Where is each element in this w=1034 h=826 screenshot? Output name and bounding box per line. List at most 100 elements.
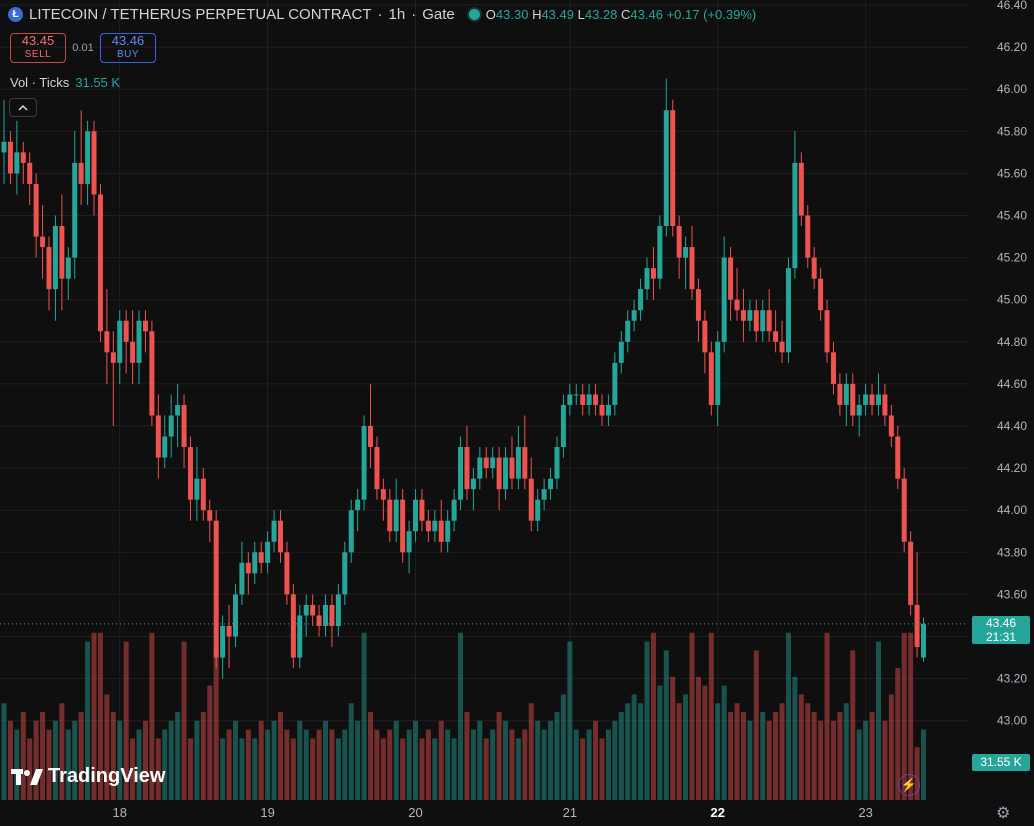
volume-bar	[7, 720, 13, 800]
volume-bar	[136, 729, 142, 800]
candle-body	[676, 226, 682, 258]
candle-body	[46, 247, 52, 290]
candle-body	[792, 162, 798, 269]
buy-button[interactable]: 43.46 BUY	[100, 33, 156, 63]
price-axis-label: 46.20	[997, 40, 1027, 54]
candle-body	[329, 604, 335, 626]
volume-bar	[149, 632, 155, 800]
volume-bar	[406, 729, 412, 800]
candle-body	[432, 520, 438, 532]
time-axis[interactable]: 18 19 20 21 22 23	[113, 805, 873, 820]
candle-body	[554, 447, 560, 479]
volume-bar	[393, 720, 399, 800]
volume-bar	[91, 632, 97, 800]
candle-body	[213, 520, 219, 658]
candle-body	[496, 457, 502, 490]
candle-body	[509, 457, 515, 479]
volume-bar	[323, 720, 328, 800]
candle-body	[33, 183, 39, 237]
candle-body	[631, 310, 637, 321]
candle-body	[361, 426, 367, 500]
volume-bar	[830, 720, 836, 800]
candle-body	[316, 615, 322, 626]
market-status-icon[interactable]	[468, 9, 480, 20]
volume-bar	[580, 738, 586, 800]
grid-lines	[0, 0, 968, 796]
gear-icon[interactable]: ⚙	[996, 805, 1011, 822]
exchange[interactable]: Gate	[422, 6, 455, 23]
price-axis-label: 45.20	[997, 251, 1027, 265]
volume-bar	[464, 712, 470, 800]
volume-bar	[766, 720, 772, 800]
candle-body	[888, 415, 894, 437]
candle-body	[252, 552, 258, 574]
volume-bar	[644, 641, 650, 800]
volume-legend[interactable]: Vol · Ticks 31.55 K	[10, 75, 120, 90]
candle-body	[535, 499, 541, 521]
price-axis-label: 43.80	[997, 545, 1027, 559]
volume-bar	[863, 720, 869, 800]
symbol-title[interactable]: LITECOIN / TETHERUS PERPETUAL CONTRACT	[29, 6, 372, 23]
sell-price: 43.45	[21, 33, 55, 48]
last-price-tag: 43.46 21:31	[972, 615, 1030, 644]
candle-body	[355, 499, 361, 511]
volume-bar	[72, 720, 78, 800]
candle-body	[445, 520, 451, 542]
volume-bar	[432, 738, 438, 800]
volume-bar	[226, 729, 232, 800]
litecoin-coin-icon[interactable]: Ł	[8, 7, 23, 22]
candle-body	[438, 520, 444, 542]
volume-bar	[477, 720, 483, 800]
sell-button[interactable]: 43.45 SELL	[10, 33, 66, 63]
candle-body	[406, 531, 412, 553]
separator: ·	[377, 6, 383, 23]
volume-bar	[310, 738, 316, 800]
volume-bar	[753, 650, 759, 800]
volume-bar	[650, 632, 656, 800]
tradingview-logo-text: TradingView	[48, 765, 166, 787]
candle-body	[419, 499, 425, 521]
volume-bar	[875, 641, 881, 800]
volume-bar	[740, 712, 746, 800]
candle-body	[528, 478, 534, 521]
trade-buttons: 43.45 SELL 0.01 43.46 BUY	[10, 33, 156, 63]
volume-bar	[599, 738, 605, 800]
candle-body	[303, 604, 309, 616]
chevron-up-icon[interactable]	[9, 98, 37, 117]
volume-bar	[850, 650, 856, 800]
volume-bar	[284, 729, 290, 800]
candle-body	[503, 457, 509, 490]
candle-body	[393, 499, 399, 532]
volume-bar	[258, 720, 264, 800]
candle-body	[265, 541, 271, 563]
volume-bar	[252, 738, 258, 800]
candle-body	[779, 341, 785, 353]
volume-bar	[535, 720, 541, 800]
volume-bar	[631, 694, 637, 800]
price-axis-label: 45.40	[997, 209, 1027, 223]
volume-bar	[85, 641, 91, 800]
candle-body	[348, 510, 354, 553]
price-axis-label: 46.40	[997, 0, 1027, 12]
candle-body	[850, 383, 856, 416]
candle-body	[650, 268, 656, 279]
candle-body	[1, 141, 7, 153]
volume-bar	[380, 738, 386, 800]
volume-bar	[168, 720, 174, 800]
lightning-icon[interactable]: ⚡	[898, 774, 920, 796]
interval[interactable]: 1h	[388, 6, 406, 23]
buy-label: BUY	[116, 49, 140, 60]
volume-bar	[27, 738, 33, 800]
volume-bar	[374, 729, 380, 800]
candle-body	[599, 404, 605, 416]
candle-body	[290, 594, 296, 658]
volume-bar	[277, 712, 283, 800]
volume-bar	[683, 694, 689, 800]
candle-body	[560, 404, 566, 448]
candle-body	[155, 415, 161, 458]
tradingview-logo[interactable]: TradingView	[10, 765, 165, 788]
volume-bar	[59, 703, 65, 800]
candle-body	[644, 268, 650, 290]
candle-body	[477, 457, 483, 479]
